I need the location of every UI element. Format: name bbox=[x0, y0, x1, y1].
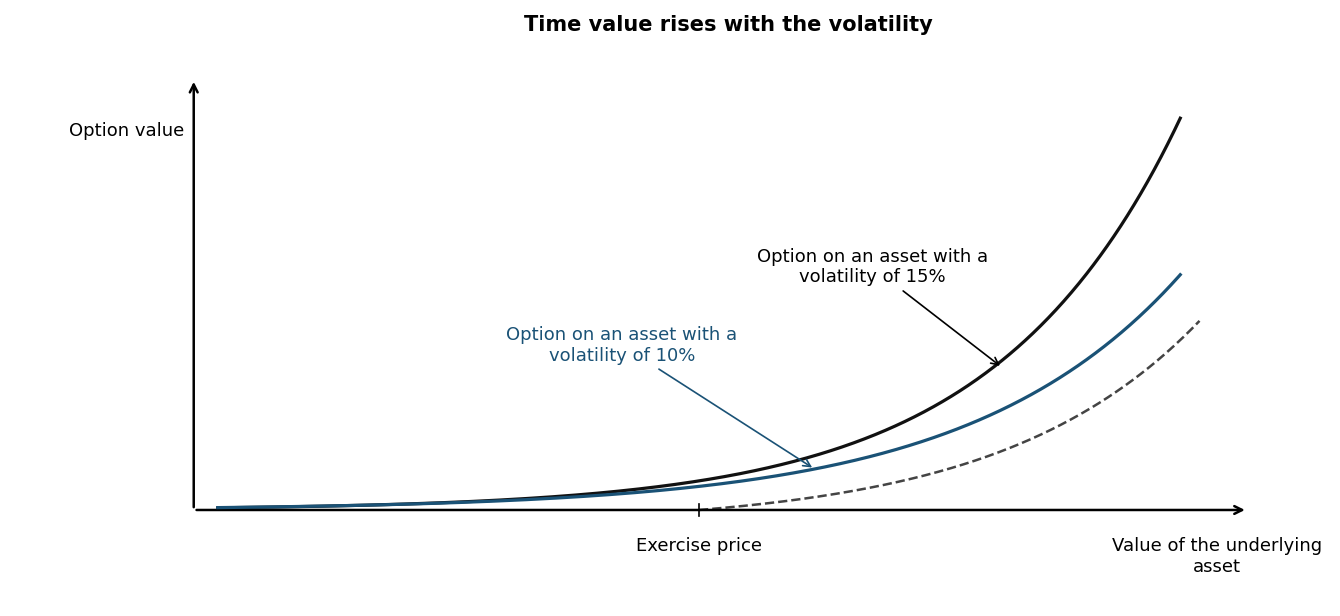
Text: Value of the underlying
asset: Value of the underlying asset bbox=[1112, 537, 1321, 576]
Text: Option on an asset with a
volatility of 15%: Option on an asset with a volatility of … bbox=[757, 248, 998, 365]
Text: Option on an asset with a
volatility of 10%: Option on an asset with a volatility of … bbox=[507, 326, 811, 466]
Title: Time value rises with the volatility: Time value rises with the volatility bbox=[524, 15, 933, 35]
Text: Option value: Option value bbox=[68, 122, 184, 140]
Text: Exercise price: Exercise price bbox=[636, 537, 762, 556]
